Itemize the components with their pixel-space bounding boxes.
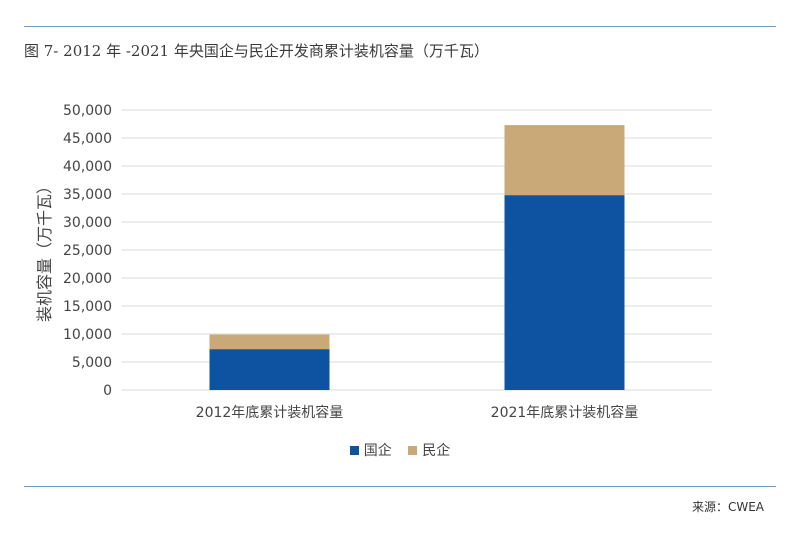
x-tick-label: 2012年底累计装机容量 [196, 404, 344, 421]
y-axis-label: 装机容量（万千瓦） [35, 178, 54, 322]
legend-swatch-state [349, 445, 359, 455]
bar-private-1 [504, 125, 625, 196]
legend-swatch-private [408, 445, 418, 455]
y-axis-ticks: 0 5,000 10,000 15,000 20,000 25,000 30,000 35,0… [63, 103, 112, 399]
legend-item-private: 民企 [408, 440, 450, 460]
legend-label-state: 国企 [363, 443, 392, 459]
legend-label-private: 民企 [422, 443, 451, 459]
y-tick-label: 45,000 [63, 131, 112, 147]
y-tick-label: 40,000 [63, 159, 112, 175]
bar-private-0 [209, 334, 330, 350]
source-note: 来源：CWEA [691, 500, 764, 514]
y-tick-label: 0 [103, 383, 112, 399]
y-tick-label: 25,000 [63, 243, 112, 259]
y-tick-label: 50,000 [63, 103, 112, 119]
legend: 国企 民企 [0, 440, 800, 460]
legend-item-state: 国企 [349, 440, 392, 460]
x-axis-ticks: 2012年底累计装机容量 2021年底累计装机容量 [196, 404, 639, 421]
y-tick-label: 10,000 [63, 327, 112, 343]
bar-state-1 [504, 195, 625, 390]
y-tick-label: 5,000 [72, 355, 112, 371]
bars [209, 125, 625, 390]
y-tick-label: 15,000 [63, 299, 112, 315]
y-tick-label: 20,000 [63, 271, 112, 287]
y-tick-label: 30,000 [63, 215, 112, 231]
figure-title: 图 7- 2012 年 -2021 年央国企与民企开发商累计装机容量（万千瓦） [24, 42, 489, 60]
y-tick-label: 35,000 [63, 187, 112, 203]
bar-state-0 [209, 349, 330, 390]
x-tick-label: 2021年底累计装机容量 [491, 404, 639, 421]
bottom-rule [24, 486, 776, 487]
top-rule [24, 26, 776, 27]
